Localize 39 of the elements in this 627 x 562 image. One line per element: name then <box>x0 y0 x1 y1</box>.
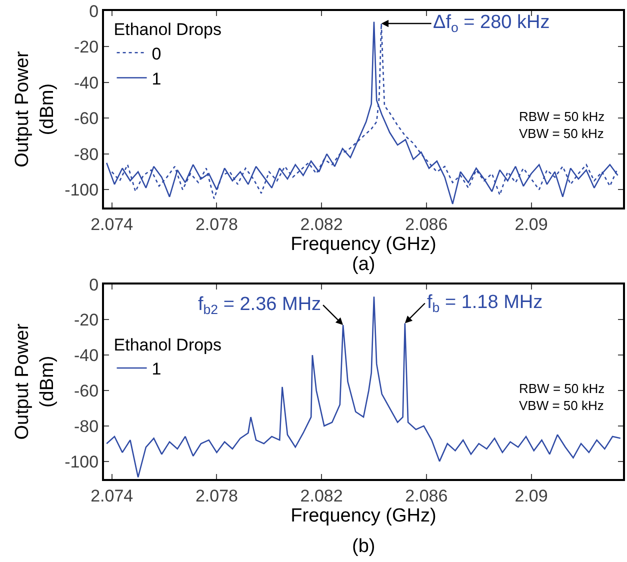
y-tick-label: 0 <box>89 275 99 294</box>
legend-label: 0 <box>152 44 162 64</box>
annotation: f$_{b2}$ = 2.36 MHz <box>198 294 322 317</box>
x-tick-label: 2.082 <box>300 486 343 506</box>
x-tick-label: 2.078 <box>195 486 238 506</box>
y-tick-label: -60 <box>74 381 99 400</box>
x-tick-label: 2.09 <box>514 486 548 506</box>
text: (a) <box>352 254 376 275</box>
x-tick-label: 2.082 <box>300 214 343 234</box>
x-tick-label: 2.086 <box>405 214 448 234</box>
legend-label: 1 <box>152 360 162 379</box>
y-tick-label: -40 <box>74 346 99 366</box>
annotation: f$_{b}$ = 1.18 MHz <box>427 292 543 315</box>
x-tick-label: 2.074 <box>90 214 134 234</box>
annotation: Δf$_{o}$ = 280 kHz <box>433 12 550 35</box>
x-axis-title: Frequency (GHz) <box>290 505 436 526</box>
x-tick-label: 2.074 <box>90 486 134 506</box>
y-tick-label: -40 <box>74 73 99 92</box>
x-axis-title: Frequency (GHz) <box>290 234 436 255</box>
y-tick-label: -100 <box>64 180 99 200</box>
y-tick-label: -80 <box>74 144 99 164</box>
y-tick-label: -20 <box>74 310 99 330</box>
y-tick-label: -100 <box>64 452 99 472</box>
y-axis-title: Output Power (dBm) <box>12 322 58 440</box>
line-series <box>106 296 622 478</box>
annotation: RBW = 50 kHz VBW = 50 kHz <box>519 109 605 141</box>
x-tick-label: 2.086 <box>405 486 448 506</box>
y-tick-label: -20 <box>74 38 99 57</box>
x-tick-label: 2.078 <box>195 214 238 234</box>
y-axis-title: Output Power (dBm) <box>12 50 58 168</box>
y-tick-label: -80 <box>74 416 99 436</box>
x-tick-label: 2.09 <box>514 214 548 234</box>
y-tick-label: -60 <box>74 109 99 128</box>
legend-title: Ethanol Drops <box>114 20 222 40</box>
text: (b) <box>352 536 376 557</box>
annotation: RBW = 50 kHz VBW = 50 kHz <box>519 381 605 413</box>
y-tick-label: 0 <box>89 2 99 21</box>
legend-label: 1 <box>152 69 162 88</box>
legend-title: Ethanol Drops <box>114 335 222 354</box>
